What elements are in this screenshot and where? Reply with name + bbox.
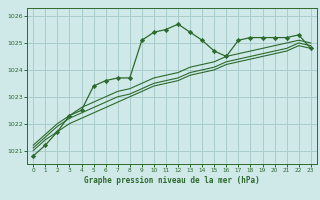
X-axis label: Graphe pression niveau de la mer (hPa): Graphe pression niveau de la mer (hPa)	[84, 176, 260, 185]
